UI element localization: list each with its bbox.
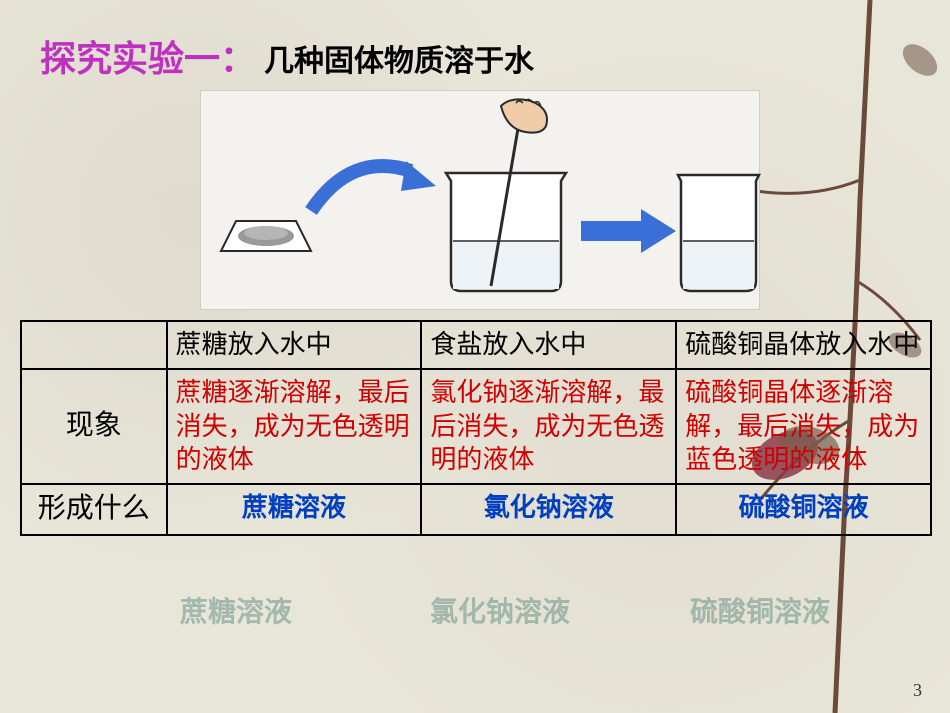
table-cell: 氯化钠溶液 [421, 484, 676, 534]
table-row: 形成什么 蔗糖溶液 氯化钠溶液 硫酸铜溶液 [21, 484, 931, 534]
table-header-cell: 硫酸铜晶体放入水中 [676, 321, 931, 369]
results-table: 蔗糖放入水中 食盐放入水中 硫酸铜晶体放入水中 现象 蔗糖逐渐溶解，最后消失，成… [20, 320, 932, 536]
table-cell: 氯化钠逐渐溶解，最后消失，成为无色透明的液体 [421, 369, 676, 484]
title-main: 探究实验一： [40, 30, 256, 82]
table-header-cell: 食盐放入水中 [421, 321, 676, 369]
table-header-cell: 蔗糖放入水中 [167, 321, 422, 369]
table-cell: 硫酸铜晶体逐渐溶解，最后消失，成为蓝色透明的液体 [676, 369, 931, 484]
title-row: 探究实验一： 几种固体物质溶于水 [40, 30, 534, 82]
table-row: 现象 蔗糖逐渐溶解，最后消失，成为无色透明的液体 氯化钠逐渐溶解，最后消失，成为… [21, 369, 931, 484]
page-number: 3 [913, 680, 922, 701]
row-label: 现象 [21, 369, 167, 484]
table-cell: 蔗糖溶液 [167, 484, 422, 534]
experiment-diagram [200, 90, 760, 310]
table-cell: 硫酸铜溶液 [676, 484, 931, 534]
table-header-row: 蔗糖放入水中 食盐放入水中 硫酸铜晶体放入水中 [21, 321, 931, 369]
title-subtitle: 几种固体物质溶于水 [264, 36, 534, 80]
table-header-cell [21, 321, 167, 369]
table-cell: 蔗糖逐渐溶解，最后消失，成为无色透明的液体 [167, 369, 422, 484]
row-label: 形成什么 [21, 484, 167, 534]
